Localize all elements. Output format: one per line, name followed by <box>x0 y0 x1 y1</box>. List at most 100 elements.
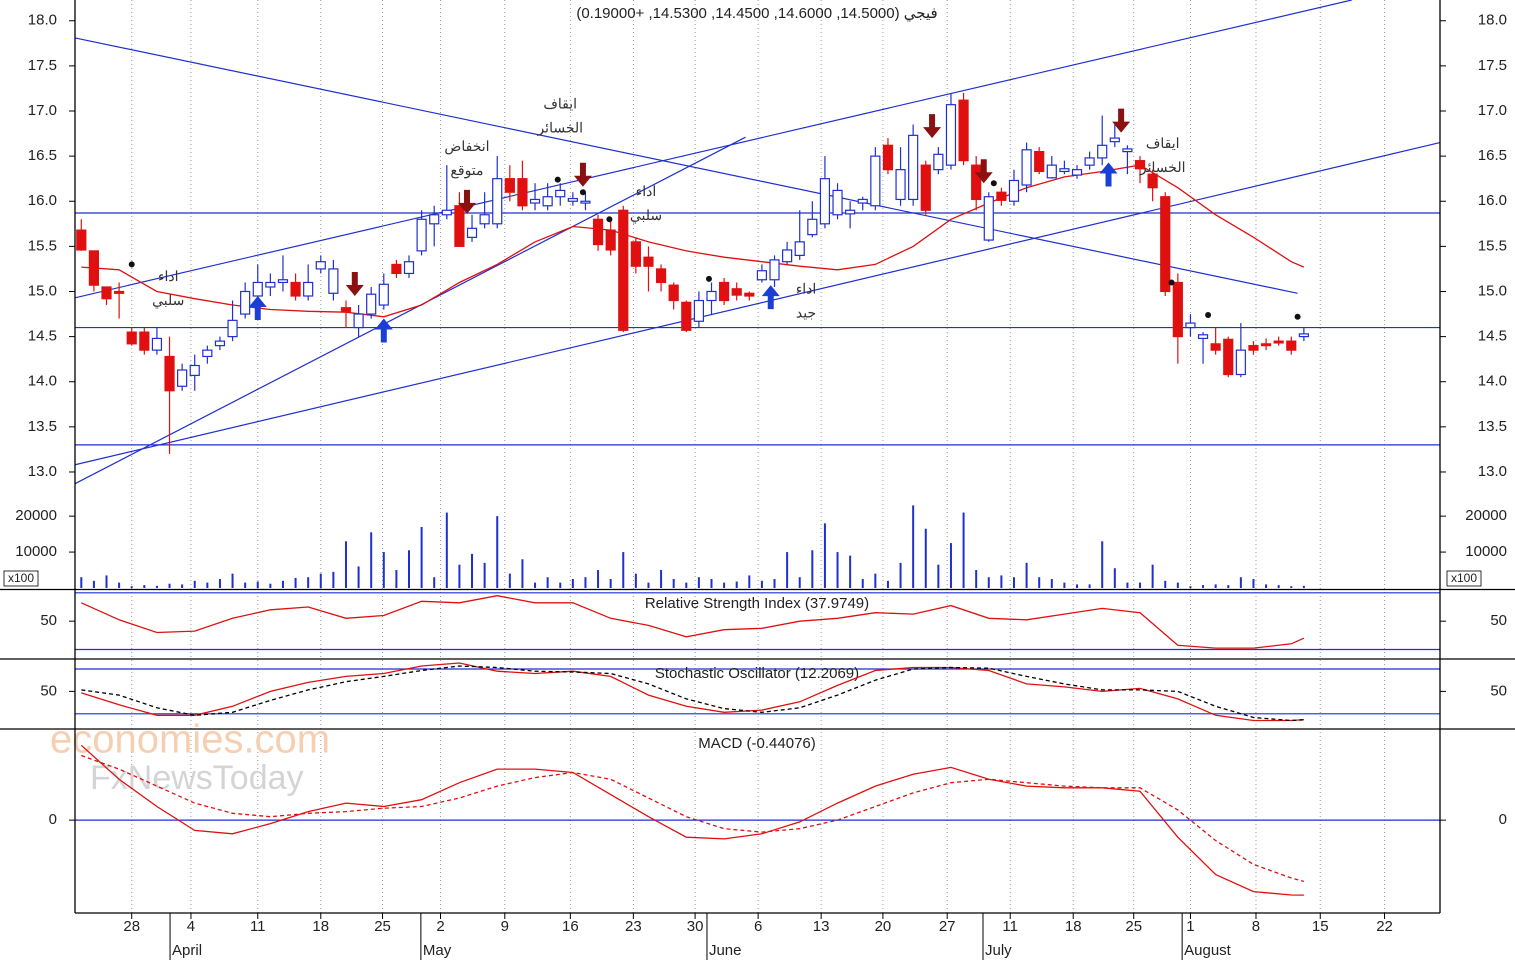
panel-title: Stochastic Oscillator (12.2069) <box>655 665 859 682</box>
volume-bar <box>786 552 789 588</box>
candle-body <box>643 256 654 267</box>
indicator-line <box>81 754 1305 883</box>
candle-body <box>807 218 818 236</box>
volume-bar <box>1139 582 1142 588</box>
candle-body <box>933 153 944 171</box>
volume-bar <box>496 516 499 588</box>
candle-body <box>1185 322 1196 329</box>
candle-body <box>126 331 137 345</box>
unit-box <box>1446 570 1482 587</box>
y-tick-label: 50 <box>40 682 57 699</box>
candle-body <box>882 144 894 171</box>
panel-title: Relative Strength Index (37.9749) <box>645 595 869 612</box>
volume-bar <box>1265 584 1268 588</box>
candle-body <box>580 200 591 204</box>
volume-bar <box>118 582 121 588</box>
month-label: April <box>172 942 202 959</box>
volume-bar <box>168 583 171 588</box>
candle-body <box>542 196 553 207</box>
volume-bar <box>445 512 448 588</box>
candle-body <box>756 270 768 281</box>
x-tick-label: 2 <box>436 918 444 935</box>
candle-body <box>655 268 667 284</box>
candle-body <box>718 281 730 302</box>
volume-bar <box>256 581 259 588</box>
candle-body <box>1273 340 1284 344</box>
volume-bar <box>697 577 700 588</box>
candle-body <box>1197 334 1209 340</box>
annotation: انخفاض <box>444 138 489 155</box>
candle-body <box>303 281 314 297</box>
indicator-line <box>81 665 1304 722</box>
volume-bar <box>1000 575 1003 588</box>
candle-body <box>139 331 150 351</box>
candle-body <box>340 307 352 312</box>
volume-bar <box>408 550 411 588</box>
candle-body <box>996 191 1007 201</box>
x-tick-label: 23 <box>625 918 642 935</box>
candle-body <box>366 293 377 315</box>
volume-bar <box>861 579 864 588</box>
y-tick-label-right: 50 <box>1490 612 1507 629</box>
candle-body <box>378 283 389 306</box>
candle-body <box>328 268 339 294</box>
volume-bar <box>508 573 511 588</box>
volume-bar <box>924 528 927 588</box>
x-tick-label: 9 <box>501 918 509 935</box>
candle-body <box>971 164 982 201</box>
annotation: اداء <box>158 268 179 284</box>
y-tick-label-right: 13.5 <box>1478 418 1507 435</box>
candle-body <box>895 169 906 201</box>
candle-body <box>177 369 188 387</box>
volume-bar <box>521 559 524 588</box>
x-tick-label: 18 <box>1065 918 1082 935</box>
volume-bar <box>143 585 146 588</box>
volume-bar <box>559 582 562 588</box>
candle-body <box>908 134 919 201</box>
volume-bar <box>1076 584 1079 588</box>
volume-bar <box>836 552 839 588</box>
x-tick-label: 20 <box>875 918 892 935</box>
volume-bar <box>1202 585 1205 588</box>
candle-body <box>1298 333 1309 338</box>
candle-body <box>870 155 881 207</box>
candle-body <box>189 364 200 377</box>
annotation: سلبي <box>630 207 662 223</box>
y-tick-label: 14.5 <box>28 328 57 345</box>
y-tick-label: 17.5 <box>28 57 57 74</box>
volume-bar <box>1038 577 1041 588</box>
volume-bar <box>1176 582 1179 588</box>
moving-average <box>81 164 1305 318</box>
volume-bar <box>370 532 373 588</box>
y-tick-label: 13.0 <box>28 463 57 480</box>
candle-body <box>832 189 843 216</box>
indicator-line <box>81 595 1305 649</box>
volume-bar <box>1290 586 1293 588</box>
volume-bar <box>622 552 625 588</box>
candle-body <box>681 301 692 331</box>
signal-arrow <box>374 318 393 343</box>
y-tick-label-right: 10000 <box>1465 543 1507 560</box>
y-tick-label-right: 0 <box>1499 811 1507 828</box>
y-tick-label-right: 16.0 <box>1478 192 1507 209</box>
candle-body <box>744 292 755 297</box>
volume-bar <box>193 580 196 588</box>
candle-body <box>202 349 213 358</box>
plot: 13.0 13.0 13.5 13.5 14.0 14.0 14.5 14.5 15.0 15.0… <box>3 0 1507 960</box>
volume-bar <box>244 582 247 588</box>
candle-body <box>731 288 742 296</box>
volume-bar <box>886 580 889 588</box>
candle-body <box>605 229 616 251</box>
volume-bar <box>1025 562 1028 588</box>
y-tick-label-right: 17.0 <box>1478 102 1507 119</box>
y-tick-label-right: 16.5 <box>1478 147 1507 164</box>
annotation: سلبي <box>152 292 184 308</box>
volume-bar <box>344 541 347 588</box>
x-tick-label: 11 <box>1002 918 1018 935</box>
volume-bar <box>1101 541 1104 588</box>
candle-body <box>794 241 805 256</box>
candle-body <box>265 281 276 288</box>
volume-bar <box>1151 564 1154 588</box>
volume-bar <box>206 582 209 588</box>
